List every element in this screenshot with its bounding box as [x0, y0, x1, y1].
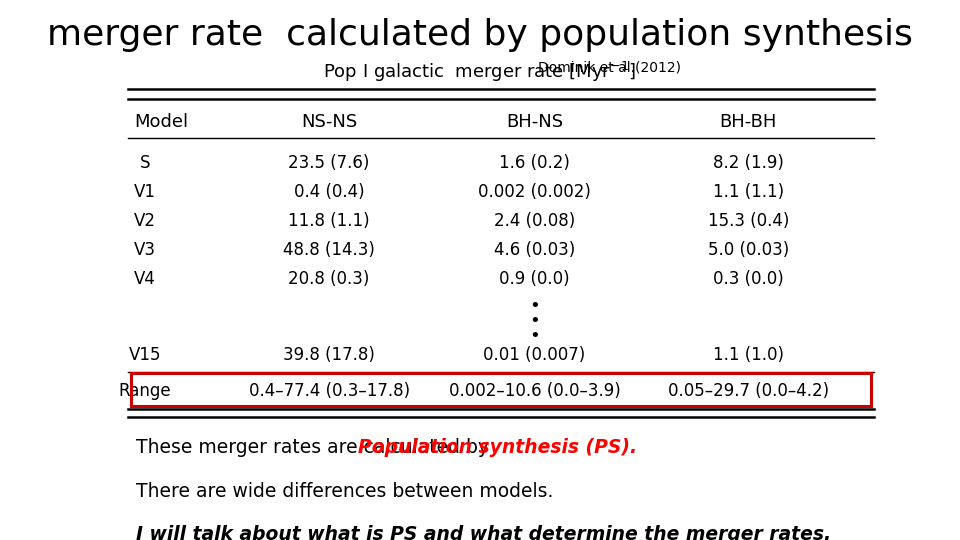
- Text: 1.1 (1.0): 1.1 (1.0): [712, 346, 783, 364]
- Text: 48.8 (14.3): 48.8 (14.3): [283, 241, 375, 259]
- Text: 0.01 (0.007): 0.01 (0.007): [483, 346, 586, 364]
- Text: 5.0 (0.03): 5.0 (0.03): [708, 241, 789, 259]
- Text: V1: V1: [133, 183, 156, 201]
- Text: 0.002–10.6 (0.0–3.9): 0.002–10.6 (0.0–3.9): [448, 382, 620, 400]
- Text: I will talk about what is PS and what determine the merger rates.: I will talk about what is PS and what de…: [136, 525, 831, 540]
- Text: 0.9 (0.0): 0.9 (0.0): [499, 270, 570, 288]
- Text: Model: Model: [134, 113, 188, 131]
- Text: BH-BH: BH-BH: [719, 113, 777, 131]
- Text: There are wide differences between models.: There are wide differences between model…: [136, 482, 554, 501]
- Text: BH-NS: BH-NS: [506, 113, 564, 131]
- Text: •: •: [529, 327, 540, 346]
- Text: S: S: [139, 153, 150, 172]
- Text: V4: V4: [133, 270, 156, 288]
- Text: 0.05–29.7 (0.0–4.2): 0.05–29.7 (0.0–4.2): [667, 382, 828, 400]
- Text: 8.2 (1.9): 8.2 (1.9): [712, 153, 783, 172]
- Text: 0.4 (0.4): 0.4 (0.4): [294, 183, 365, 201]
- Text: These merger rates are calculated by: These merger rates are calculated by: [136, 438, 495, 457]
- Text: 39.8 (17.8): 39.8 (17.8): [283, 346, 375, 364]
- Text: V3: V3: [133, 241, 156, 259]
- Text: 23.5 (7.6): 23.5 (7.6): [288, 153, 370, 172]
- Text: 0.002 (0.002): 0.002 (0.002): [478, 183, 591, 201]
- Text: V2: V2: [133, 212, 156, 230]
- Text: 1.6 (0.2): 1.6 (0.2): [499, 153, 570, 172]
- Text: 15.3 (0.4): 15.3 (0.4): [708, 212, 789, 230]
- Text: merger rate  calculated by population synthesis: merger rate calculated by population syn…: [47, 18, 913, 52]
- Text: NS-NS: NS-NS: [301, 113, 357, 131]
- Text: Pop I galactic  merger rate [Myr$^{-1}$]: Pop I galactic merger rate [Myr$^{-1}$]: [323, 60, 637, 84]
- Text: 1.1 (1.1): 1.1 (1.1): [712, 183, 783, 201]
- Text: 0.4–77.4 (0.3–17.8): 0.4–77.4 (0.3–17.8): [249, 382, 410, 400]
- Text: •: •: [529, 297, 540, 315]
- Text: 20.8 (0.3): 20.8 (0.3): [288, 270, 370, 288]
- Text: Population synthesis (PS).: Population synthesis (PS).: [358, 438, 637, 457]
- Text: 0.3 (0.0): 0.3 (0.0): [713, 270, 783, 288]
- Text: 11.8 (1.1): 11.8 (1.1): [288, 212, 370, 230]
- Text: 4.6 (0.03): 4.6 (0.03): [493, 241, 575, 259]
- Text: 2.4 (0.08): 2.4 (0.08): [493, 212, 575, 230]
- Text: V15: V15: [129, 346, 161, 364]
- Text: Dominik et al.(2012): Dominik et al.(2012): [539, 60, 682, 75]
- Text: Range: Range: [118, 382, 171, 400]
- Text: •: •: [529, 312, 540, 330]
